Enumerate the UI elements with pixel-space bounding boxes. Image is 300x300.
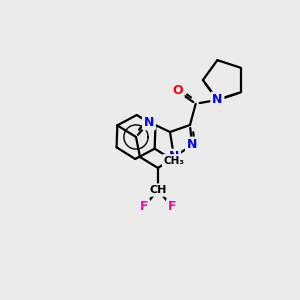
Text: O: O: [172, 84, 183, 97]
Text: N: N: [144, 116, 154, 128]
Text: CH₃: CH₃: [164, 156, 184, 166]
Text: N: N: [187, 139, 197, 152]
Text: N: N: [212, 93, 223, 106]
Text: F: F: [140, 200, 148, 213]
Text: F: F: [168, 200, 176, 213]
Text: CH: CH: [149, 185, 167, 195]
Text: N: N: [169, 151, 179, 164]
